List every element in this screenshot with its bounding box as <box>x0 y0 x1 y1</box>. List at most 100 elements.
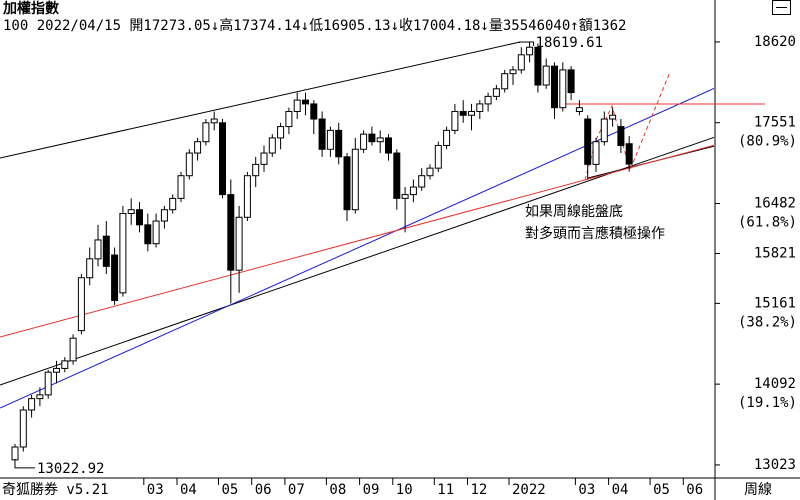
candle-body <box>69 337 77 362</box>
high-marker <box>519 41 535 46</box>
x-tick-label: 2022 <box>512 482 546 498</box>
x-tick-label: 10 <box>396 482 413 498</box>
trend-line <box>0 41 521 159</box>
candle-body <box>368 133 376 143</box>
y-tick-note: (38.2%) <box>738 314 797 330</box>
candle-body <box>409 186 417 196</box>
candle-body <box>401 194 409 199</box>
candle-body <box>600 118 608 143</box>
projection-line <box>584 71 671 181</box>
candle-body <box>111 254 119 301</box>
y-tick-note: (19.1%) <box>738 395 797 411</box>
x-tick-label: 03 <box>578 482 595 498</box>
trend-line <box>0 144 714 338</box>
candle-body <box>152 220 160 245</box>
candle-body <box>426 167 434 177</box>
y-tick-label: 14092 <box>754 376 796 392</box>
candle-body <box>210 118 218 124</box>
software-label: 奇狐勝券 v5.21 <box>2 481 109 498</box>
candle-body <box>343 156 351 211</box>
candle-body <box>318 118 326 150</box>
x-tick-label: 07 <box>288 482 305 498</box>
x-tick-label: 11 <box>437 482 454 498</box>
candle-body <box>468 110 475 116</box>
candle-body <box>61 360 69 369</box>
candle-body <box>169 197 177 211</box>
candle-body <box>476 103 484 112</box>
period-label[interactable]: 周線 <box>744 482 772 498</box>
candle-body <box>194 141 202 154</box>
candle-body <box>609 114 617 120</box>
candle-body <box>443 129 451 146</box>
candle-body <box>551 65 558 109</box>
y-tick-label: 18620 <box>754 34 796 50</box>
candle-body <box>351 148 359 211</box>
x-tick-label: 09 <box>363 482 380 498</box>
candle-body <box>393 152 401 199</box>
candle-body <box>517 54 525 71</box>
candle-body <box>484 95 492 105</box>
x-tick-label: 08 <box>329 482 346 498</box>
candle-body <box>559 69 567 109</box>
candle-body <box>293 99 301 112</box>
y-tick-label: 16482 <box>754 196 796 212</box>
candle-body <box>185 152 193 177</box>
candle-body <box>177 175 185 199</box>
candle-body <box>277 126 285 139</box>
high-label: 18619.61 <box>536 35 603 51</box>
candle-body <box>11 446 19 461</box>
candle-body <box>625 143 633 165</box>
candle-body <box>119 212 127 294</box>
x-tick-label: 05 <box>222 482 239 498</box>
candle-body <box>418 175 426 188</box>
candle-body <box>302 99 309 105</box>
candle-body <box>77 277 85 332</box>
candle-body <box>567 69 575 94</box>
candle-body <box>335 129 343 158</box>
candle-body <box>492 88 500 97</box>
candle-body <box>617 126 625 146</box>
y-tick-label: 15821 <box>754 245 796 261</box>
candle-body <box>260 152 268 165</box>
candle-body <box>219 122 226 196</box>
low-marker <box>14 458 35 469</box>
x-tick-label: 06 <box>255 482 272 498</box>
candle-body <box>19 409 27 448</box>
candle-body <box>285 110 293 128</box>
candle-body <box>102 235 110 267</box>
x-tick-label: 04 <box>612 482 629 498</box>
y-tick-note: (80.9%) <box>738 134 797 150</box>
candle-body <box>36 394 44 400</box>
candle-body <box>451 110 459 131</box>
candle-body <box>127 209 135 214</box>
annotation: 對多頭而言應積極操作 <box>525 225 665 242</box>
candle-body <box>94 239 102 260</box>
candle-body <box>592 141 600 165</box>
candle-body <box>360 133 368 150</box>
candle-body <box>53 367 60 373</box>
candle-body <box>501 73 509 90</box>
header-title: 加權指數 <box>2 0 59 17</box>
candle-body <box>459 110 467 116</box>
y-tick-label: 15161 <box>754 295 796 311</box>
candle-body <box>526 46 534 56</box>
x-tick-label: 06 <box>686 482 703 498</box>
annotation: 如果周線能盤底 <box>525 204 623 220</box>
candle-body <box>575 107 583 112</box>
candle-body <box>268 137 276 154</box>
candle-body <box>385 137 392 154</box>
candle-body <box>202 122 210 143</box>
x-tick-label: 04 <box>180 482 197 498</box>
y-tick-note: (61.8%) <box>738 215 797 231</box>
candle-body <box>235 216 243 271</box>
candle-body <box>434 144 442 169</box>
candle-body <box>376 137 384 143</box>
y-tick-label: 13023 <box>754 457 796 473</box>
x-tick-label: 05 <box>653 482 670 498</box>
x-tick-label: 03 <box>147 482 164 498</box>
candle-body <box>136 209 143 226</box>
low-label: 13022.92 <box>37 461 104 477</box>
candle-body <box>252 163 260 177</box>
